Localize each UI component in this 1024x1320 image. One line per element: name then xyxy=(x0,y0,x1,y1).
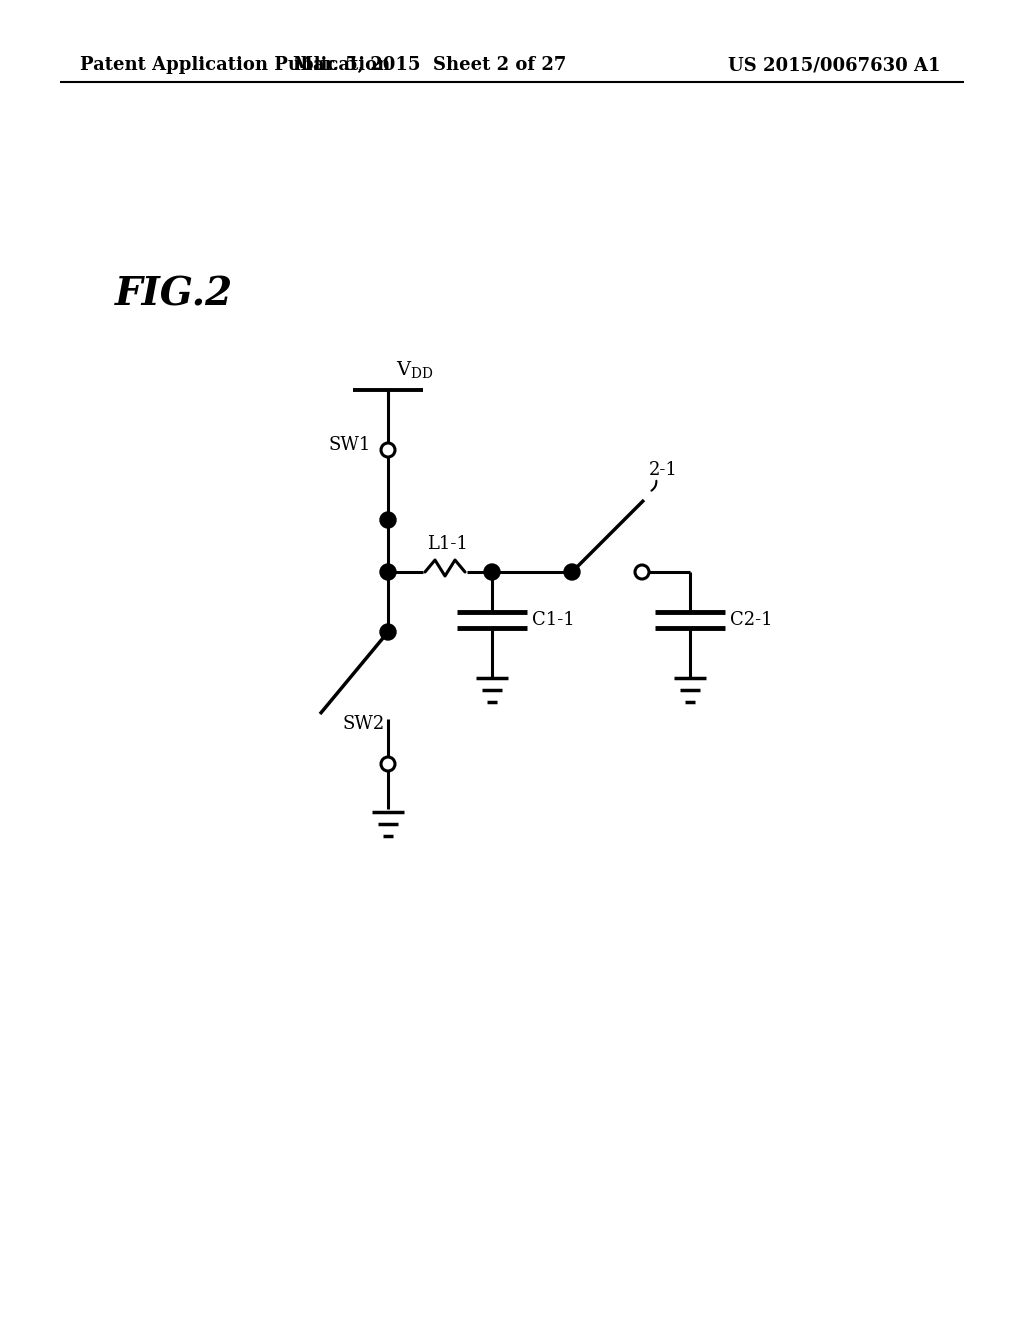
Circle shape xyxy=(564,564,580,579)
Text: C2-1: C2-1 xyxy=(730,611,773,630)
Text: Patent Application Publication: Patent Application Publication xyxy=(80,55,390,74)
Circle shape xyxy=(635,565,649,579)
Circle shape xyxy=(381,444,395,457)
Text: $\mathregular{V_{DD}}$: $\mathregular{V_{DD}}$ xyxy=(396,359,433,380)
Circle shape xyxy=(380,624,396,640)
Circle shape xyxy=(380,564,396,579)
Text: C1-1: C1-1 xyxy=(532,611,574,630)
Circle shape xyxy=(381,756,395,771)
Text: SW2: SW2 xyxy=(343,715,385,733)
Text: Mar. 5, 2015  Sheet 2 of 27: Mar. 5, 2015 Sheet 2 of 27 xyxy=(293,55,566,74)
Circle shape xyxy=(484,564,500,579)
Circle shape xyxy=(380,512,396,528)
Text: SW1: SW1 xyxy=(328,436,371,454)
Text: US 2015/0067630 A1: US 2015/0067630 A1 xyxy=(727,55,940,74)
Text: L1-1: L1-1 xyxy=(427,535,468,553)
Text: FIG.2: FIG.2 xyxy=(115,276,233,314)
Text: 2-1: 2-1 xyxy=(649,461,678,479)
